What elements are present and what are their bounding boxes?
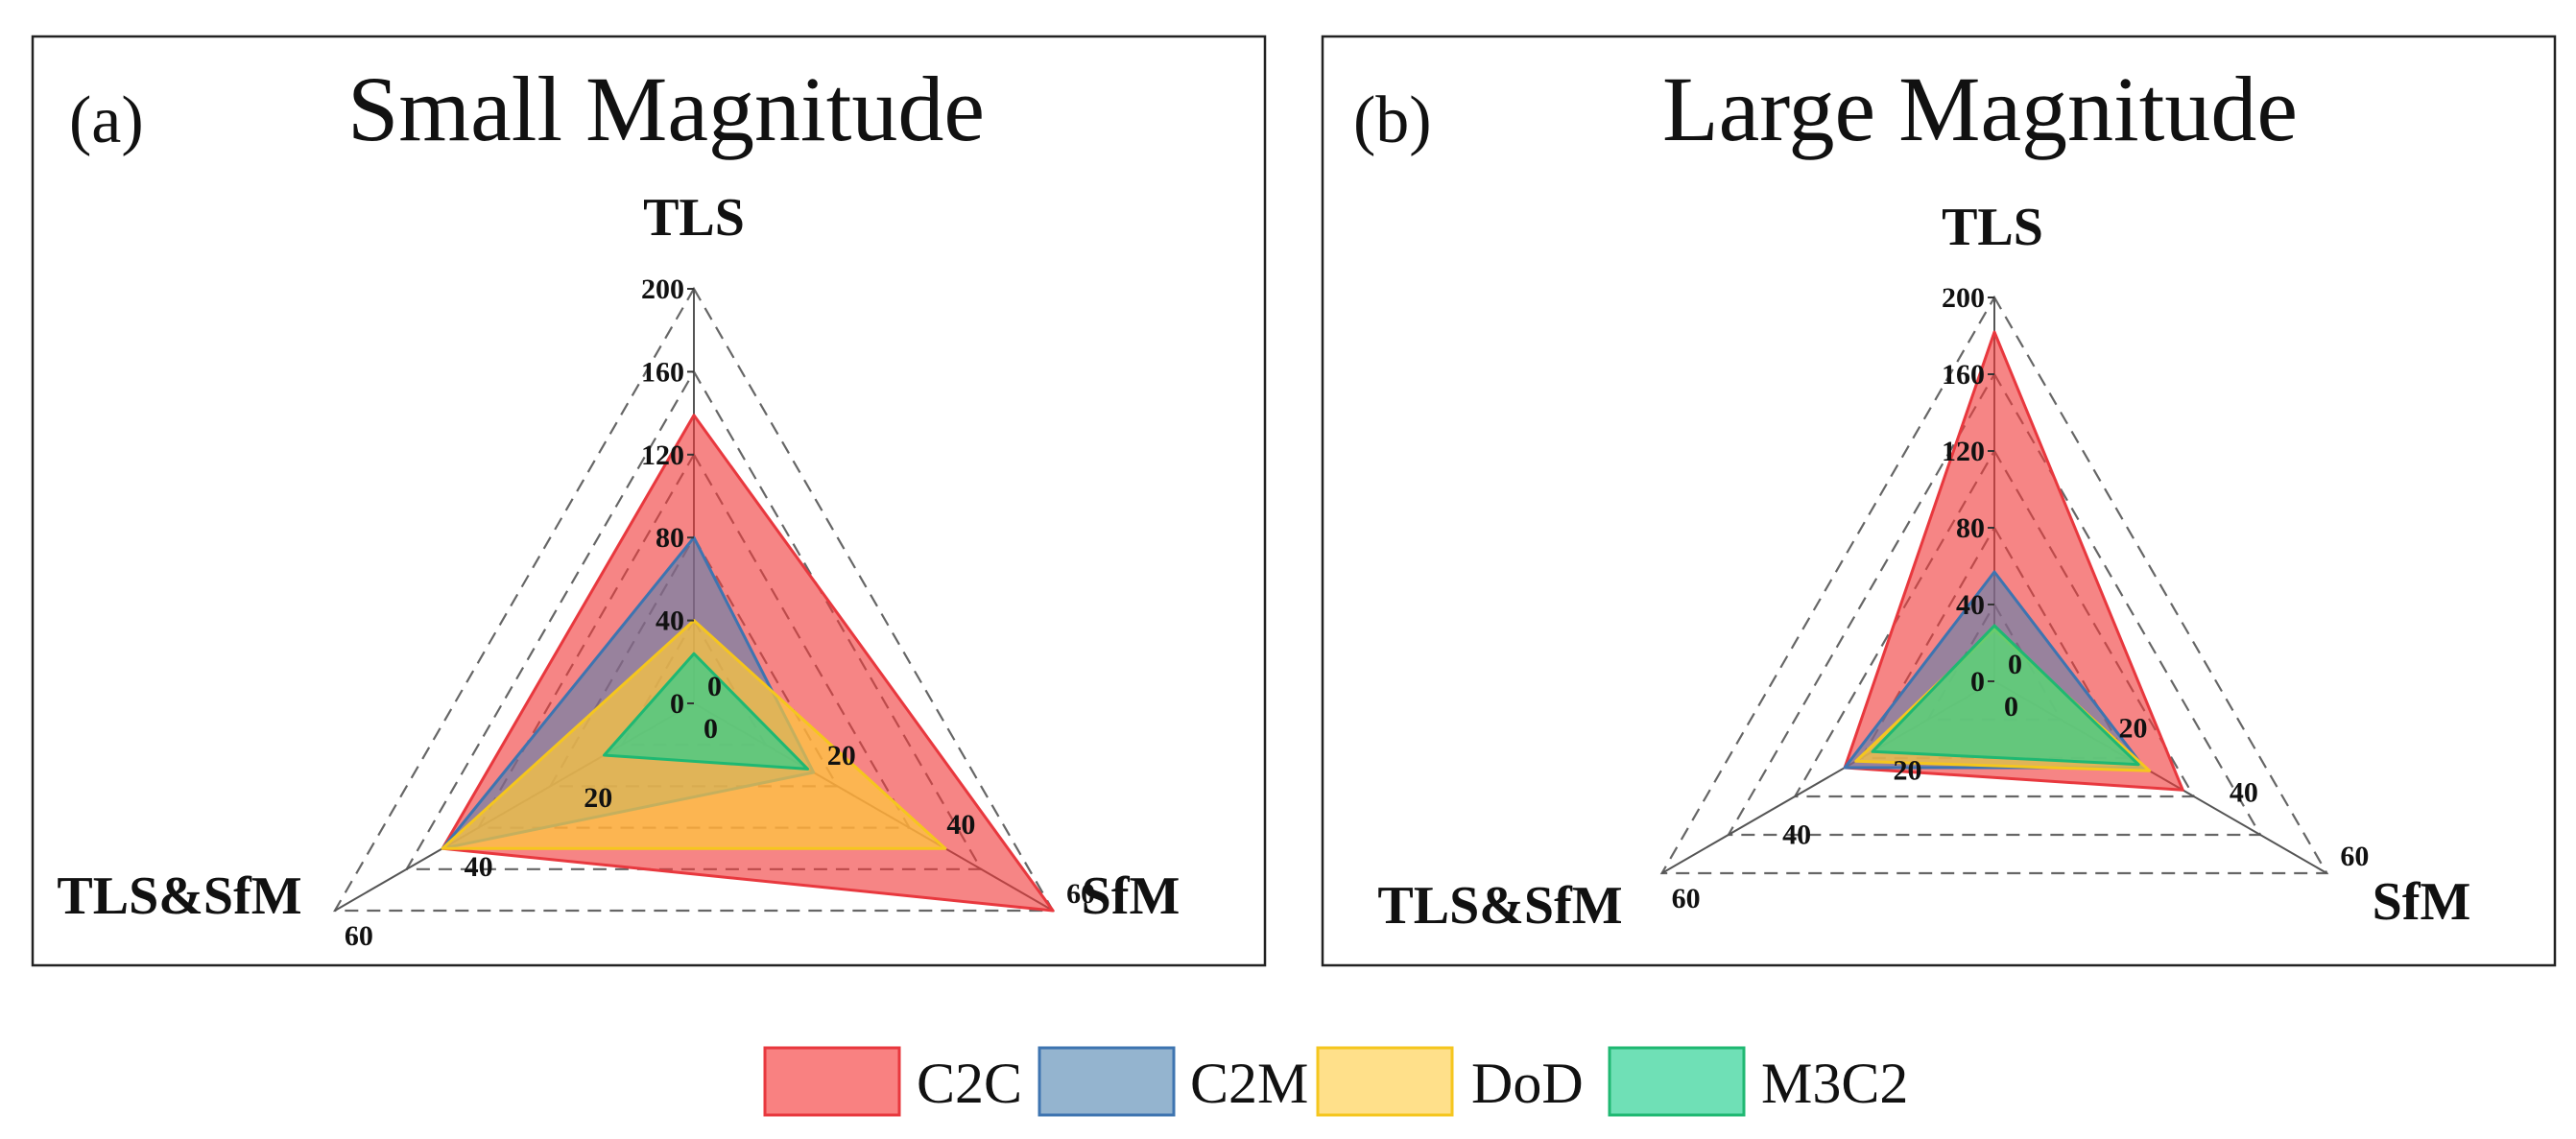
tick-label-sfm: 40 [2230, 776, 2258, 808]
grid-ring [332, 286, 1056, 913]
legend-label-m3c2: M3C2 [1761, 1052, 1908, 1115]
panel-label: (a) [69, 83, 144, 157]
legend-swatch-dod [1316, 1046, 1454, 1117]
tick-label-tls: 0 [670, 688, 684, 720]
tick-label-tls-sfm: 40 [465, 851, 493, 883]
axis-label-tls: TLS [643, 188, 745, 248]
tick-label-tls-sfm: 60 [1672, 883, 1701, 914]
tick-label-tls: 200 [1942, 282, 1985, 314]
tick-label-tls-sfm: 40 [1782, 819, 1811, 850]
legend-swatch-c2c [763, 1046, 901, 1117]
tick-label-tls: 0 [1970, 666, 1985, 698]
panel-label: (b) [1353, 83, 1432, 157]
legend-swatch-c2m [1038, 1046, 1176, 1117]
legend-label-c2c: C2C [917, 1052, 1022, 1115]
tick-label-tls-sfm: 60 [345, 920, 373, 952]
tick-label-tls: 160 [1942, 359, 1985, 391]
tick-label-tls: 80 [1956, 512, 1985, 544]
tick-label-tls: 40 [1956, 589, 1985, 621]
tick-label-tls: 120 [641, 439, 684, 471]
tick-label-tls-sfm: 0 [704, 713, 718, 745]
legend-label-c2m: C2M [1190, 1052, 1308, 1115]
tick-label-sfm: 60 [2340, 841, 2369, 872]
tick-label-sfm: 20 [827, 740, 856, 771]
panel-small-magnitude: (a) Small Magnitude TLS SfM TLS&SfM 0 40 8… [31, 35, 1267, 967]
tick-label-tls: 80 [656, 522, 684, 554]
tick-label-sfm: 40 [946, 809, 975, 841]
grid-ring [1726, 371, 2263, 837]
axis-label-tls-sfm: TLS&SfM [57, 866, 301, 926]
tick-label-sfm: 0 [2008, 649, 2022, 680]
grid-ring [1659, 295, 2329, 875]
legend-swatch-m3c2 [1608, 1046, 1746, 1117]
tick-label-tls-sfm: 0 [2004, 691, 2018, 723]
tick-label-tls: 160 [641, 356, 684, 388]
tick-label-tls: 120 [1942, 436, 1985, 467]
chart-title: Large Magnitude [1662, 58, 2298, 160]
axis-label-sfm: SfM [2373, 872, 2471, 932]
axis-label-tls: TLS [1942, 198, 2043, 257]
axis-label-tls-sfm: TLS&SfM [1377, 876, 1622, 936]
tick-label-sfm: 0 [707, 671, 722, 702]
tick-label-tls: 40 [656, 605, 684, 637]
tick-label-tls-sfm: 20 [584, 782, 612, 814]
chart-title: Small Magnitude [347, 58, 985, 160]
tick-label-tls: 200 [641, 273, 684, 305]
legend-label-dod: DoD [1471, 1052, 1584, 1115]
legend: C2C C2M DoD M3C2 [763, 1046, 1908, 1117]
tick-label-sfm: 60 [1066, 878, 1095, 910]
axis-label-sfm: SfM [1082, 866, 1181, 926]
series-m3c2 [1871, 624, 2140, 767]
panel-large-magnitude: (b) Large Magnitude TLS SfM TLS&SfM 0 40 8… [1321, 35, 2557, 967]
tick-label-tls-sfm: 20 [1894, 755, 1922, 787]
tick-label-sfm: 20 [2119, 713, 2148, 745]
series-m3c2 [603, 652, 809, 771]
